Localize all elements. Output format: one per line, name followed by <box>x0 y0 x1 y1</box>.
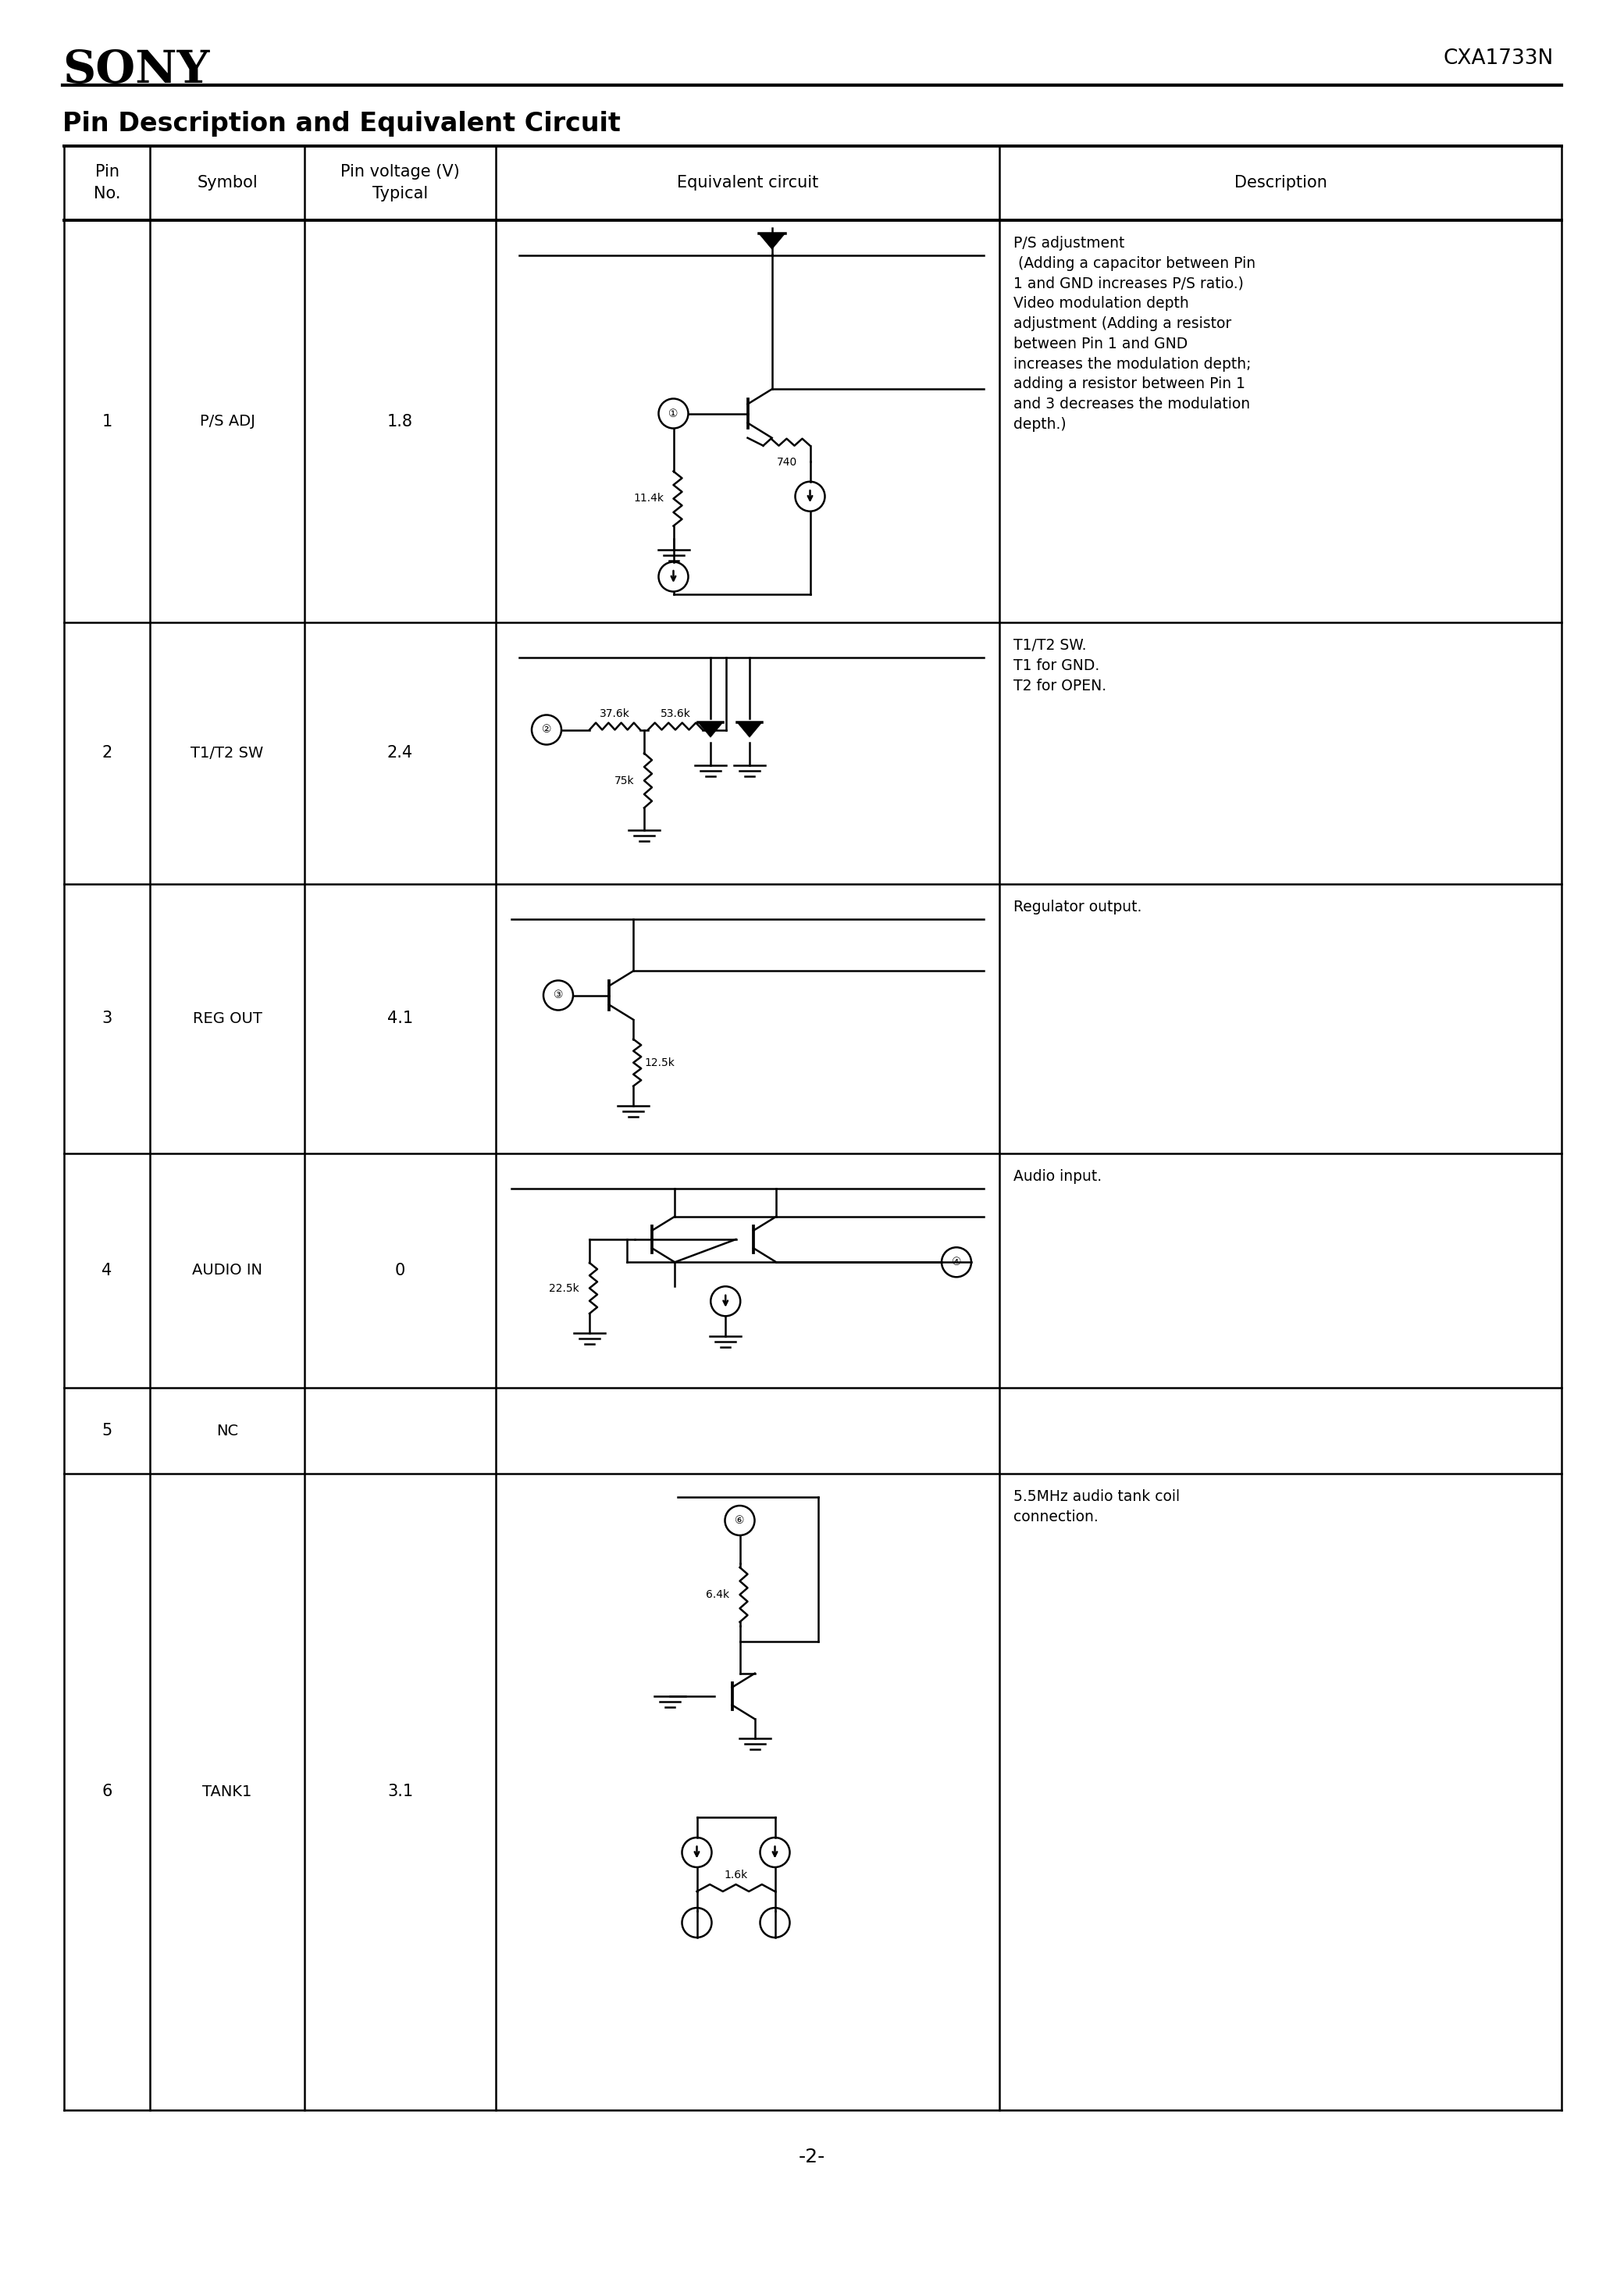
Text: 37.6k: 37.6k <box>599 708 630 720</box>
Text: TANK1: TANK1 <box>203 1784 252 1800</box>
Text: 5: 5 <box>102 1424 112 1437</box>
Text: NC: NC <box>216 1424 239 1437</box>
Text: 1.6k: 1.6k <box>724 1870 747 1882</box>
Text: 12.5k: 12.5k <box>645 1057 674 1068</box>
Text: Pin voltage (V)
Typical: Pin voltage (V) Typical <box>341 164 460 203</box>
Text: 11.4k: 11.4k <box>633 492 664 503</box>
Text: 6: 6 <box>102 1784 112 1800</box>
Text: REG OUT: REG OUT <box>193 1011 261 1025</box>
Text: Regulator output.: Regulator output. <box>1013 900 1142 913</box>
Text: AUDIO IN: AUDIO IN <box>192 1264 263 1278</box>
Text: 2.4: 2.4 <box>387 745 412 761</box>
Text: 4.1: 4.1 <box>387 1011 412 1027</box>
Polygon shape <box>698 722 723 738</box>
Text: ④: ④ <box>952 1257 961 1267</box>
Text: 0: 0 <box>395 1262 406 1278</box>
Text: T1/T2 SW.
T1 for GND.
T2 for OPEN.: T1/T2 SW. T1 for GND. T2 for OPEN. <box>1013 638 1106 693</box>
Text: 75k: 75k <box>615 775 635 786</box>
Text: 740: 740 <box>776 456 797 467</box>
Text: Symbol: Symbol <box>197 175 258 191</box>
Text: Pin Description and Equivalent Circuit: Pin Description and Equivalent Circuit <box>62 112 620 137</box>
Text: ②: ② <box>542 724 552 736</box>
Text: T1/T2 SW: T1/T2 SW <box>190 745 263 761</box>
Text: ⑥: ⑥ <box>736 1515 745 1526</box>
Text: 4: 4 <box>102 1262 112 1278</box>
Text: 3.1: 3.1 <box>387 1784 412 1800</box>
Text: 1.8: 1.8 <box>387 415 412 428</box>
Text: 2: 2 <box>102 745 112 761</box>
Text: Audio input.: Audio input. <box>1013 1169 1101 1185</box>
Text: Equivalent circuit: Equivalent circuit <box>677 175 818 191</box>
Text: 1: 1 <box>102 415 112 428</box>
Text: 6.4k: 6.4k <box>706 1590 729 1599</box>
Text: Description: Description <box>1234 175 1327 191</box>
Text: SONY: SONY <box>62 48 209 91</box>
Text: Pin
No.: Pin No. <box>94 164 120 203</box>
Text: 3: 3 <box>102 1011 112 1027</box>
Text: -2-: -2- <box>799 2148 825 2166</box>
Text: 53.6k: 53.6k <box>661 708 690 720</box>
Text: CXA1733N: CXA1733N <box>1444 48 1554 68</box>
Text: 22.5k: 22.5k <box>549 1283 580 1294</box>
Text: P/S ADJ: P/S ADJ <box>200 415 255 428</box>
Text: P/S adjustment
 (Adding a capacitor between Pin
1 and GND increases P/S ratio.)
: P/S adjustment (Adding a capacitor betwe… <box>1013 237 1255 431</box>
Text: 5.5MHz audio tank coil
connection.: 5.5MHz audio tank coil connection. <box>1013 1490 1181 1524</box>
Polygon shape <box>737 722 762 738</box>
Polygon shape <box>758 232 786 248</box>
Text: ①: ① <box>669 408 679 419</box>
Text: ③: ③ <box>554 991 564 1000</box>
